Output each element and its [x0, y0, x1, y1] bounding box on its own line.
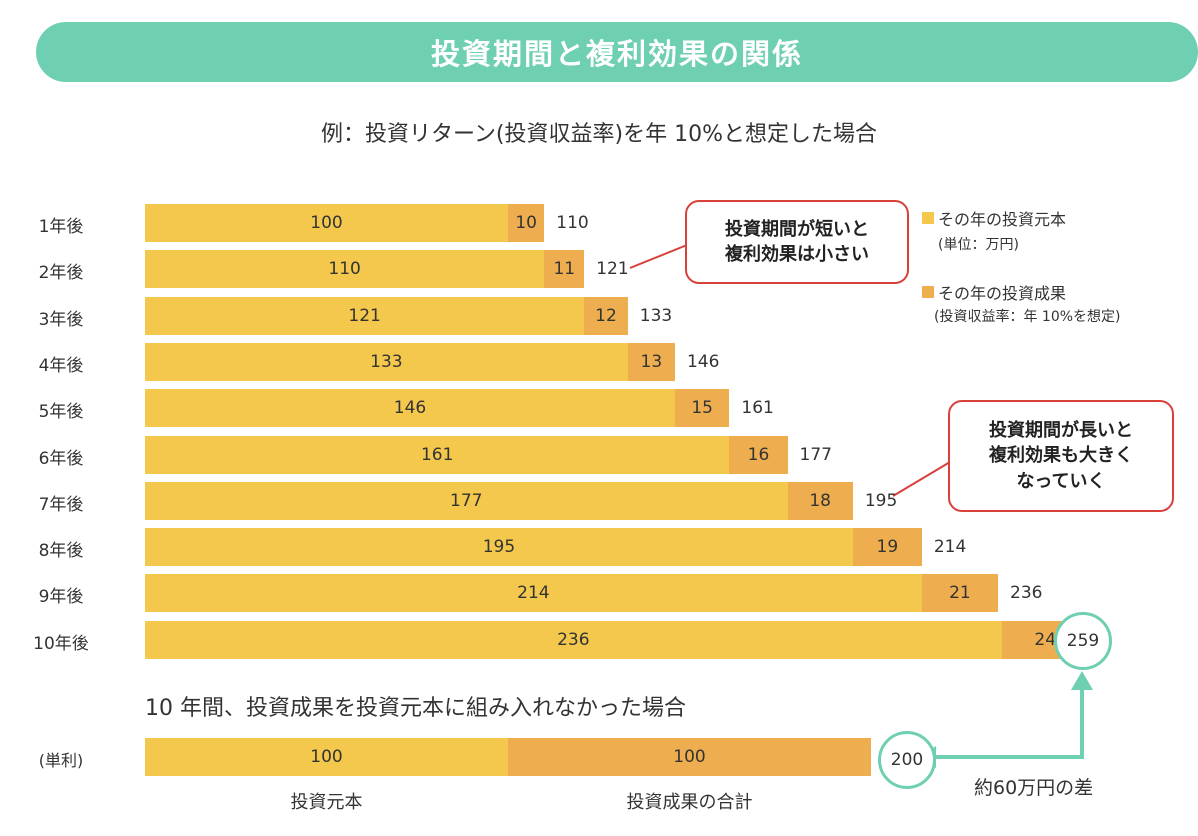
principal-value-label: 161: [420, 445, 454, 465]
total-value-label: 110: [556, 213, 589, 233]
gain-value-label: 10: [515, 213, 537, 233]
gain-bar: 16: [729, 436, 788, 474]
principal-bar: 133: [145, 343, 628, 381]
gain-value-label: 18: [809, 491, 831, 511]
simple-gain-bar: 100: [508, 738, 871, 776]
principal-bar: 195: [145, 528, 853, 566]
chart-title: 投資期間と複利効果の関係: [36, 22, 1198, 82]
simple-gain-caption: 投資成果の合計: [626, 792, 753, 813]
legend-gain: その年の投資成果: [922, 280, 1066, 304]
callout-short-pointer: [629, 244, 688, 269]
callout-long-line-2: 複利効果も大きく: [989, 445, 1133, 467]
total-value-label: 161: [741, 398, 774, 418]
principal-value-label: 146: [393, 398, 427, 418]
principal-bar: 100: [145, 204, 508, 242]
principal-value-label: 214: [517, 583, 550, 603]
year-label: 2年後: [38, 263, 84, 283]
legend-principal-swatch: [922, 212, 934, 224]
difference-label: 約60万円の差: [974, 777, 1094, 799]
legend-principal-note: (単位：万円): [938, 237, 1019, 253]
year-label: 8年後: [38, 541, 84, 561]
gain-value-label: 24: [1034, 630, 1057, 650]
legend-gain-note: (投資収益率：年 10%を想定): [934, 309, 1121, 325]
legend-principal-label: その年の投資元本: [938, 210, 1067, 229]
year-label: 10年後: [33, 634, 89, 654]
simple-principal-caption: 投資元本: [290, 792, 363, 813]
total-value-label: 214: [933, 537, 967, 557]
simple-gain-value: 100: [673, 747, 706, 767]
total-value-label: 121: [596, 259, 629, 279]
gain-value-label: 16: [747, 445, 770, 465]
principal-value-label: 133: [370, 352, 403, 372]
gain-bar: 19: [852, 528, 922, 566]
principal-value-label: 110: [328, 259, 361, 279]
gain-value-label: 13: [640, 352, 663, 372]
year-label: 7年後: [38, 495, 84, 515]
principal-value-label: 236: [557, 630, 590, 650]
year-label: 9年後: [38, 587, 84, 607]
gain-value-label: 19: [876, 537, 899, 557]
year-label: 3年後: [38, 310, 84, 330]
final-total-value: 259: [1066, 631, 1100, 651]
callout-short-line-1: 投資期間が短いと: [725, 218, 869, 240]
principal-bar: 146: [145, 389, 675, 427]
gain-value-label: 21: [949, 583, 971, 603]
simple-interest-heading: 10 年間、投資成果を投資元本に組み入れなかった場合: [145, 696, 686, 721]
total-value-label: 146: [686, 352, 720, 372]
legend-gain-swatch: [922, 286, 934, 298]
total-value-label: 133: [639, 306, 673, 326]
gain-bar: 12: [584, 297, 628, 335]
simple-total-circle: 200: [878, 731, 936, 789]
callout-short-period: 投資期間が短いと 複利効果は小さい: [685, 200, 909, 284]
year-label: 1年後: [38, 217, 84, 237]
year-label: 5年後: [38, 402, 84, 422]
gain-value-label: 11: [553, 259, 576, 279]
callout-long-line-1: 投資期間が長いと: [989, 420, 1133, 442]
principal-bar: 110: [145, 250, 545, 288]
final-total-circle: 259: [1054, 612, 1112, 670]
principal-bar: 177: [145, 482, 788, 520]
simple-interest-row-label: (単利): [38, 751, 84, 770]
callout-short-line-2: 複利効果は小さい: [725, 244, 869, 265]
gain-bar: 11: [544, 250, 585, 288]
principal-value-label: 121: [348, 306, 381, 326]
principal-bar: 121: [145, 297, 585, 335]
principal-value-label: 177: [450, 491, 483, 511]
simple-principal-value: 100: [310, 747, 343, 767]
principal-bar: 161: [145, 436, 730, 474]
chart-subtitle: 例：投資リターン(投資収益率)を年 10%と想定した場合: [321, 122, 877, 147]
simple-total-value: 200: [890, 750, 924, 770]
difference-arrow-line: [936, 688, 1084, 759]
principal-value-label: 195: [482, 537, 516, 557]
callout-long-line-3: なっていく: [1016, 470, 1106, 492]
gain-bar: 13: [627, 343, 675, 381]
gain-value-label: 12: [595, 306, 617, 326]
year-label: 4年後: [38, 356, 84, 376]
principal-bar: 236: [145, 621, 1002, 659]
callout-long-pointer: [892, 461, 951, 497]
principal-bar: 214: [145, 574, 922, 612]
gain-bar: 15: [674, 389, 730, 427]
total-value-label: 236: [1010, 583, 1043, 603]
total-value-label: 195: [864, 491, 898, 511]
principal-value-label: 100: [310, 213, 343, 233]
legend-gain-label: その年の投資成果: [938, 284, 1067, 303]
difference-arrow-up-head: [1071, 671, 1093, 690]
legend-principal: その年の投資元本: [922, 206, 1066, 230]
year-label: 6年後: [38, 449, 84, 469]
gain-bar: 10: [508, 204, 545, 242]
simple-principal-bar: 100: [145, 738, 508, 776]
total-value-label: 177: [799, 445, 832, 465]
gain-value-label: 15: [691, 398, 713, 418]
gain-bar: 21: [921, 574, 999, 612]
callout-long-period: 投資期間が長いと 複利効果も大きく なっていく: [948, 400, 1174, 512]
gain-bar: 18: [787, 482, 853, 520]
